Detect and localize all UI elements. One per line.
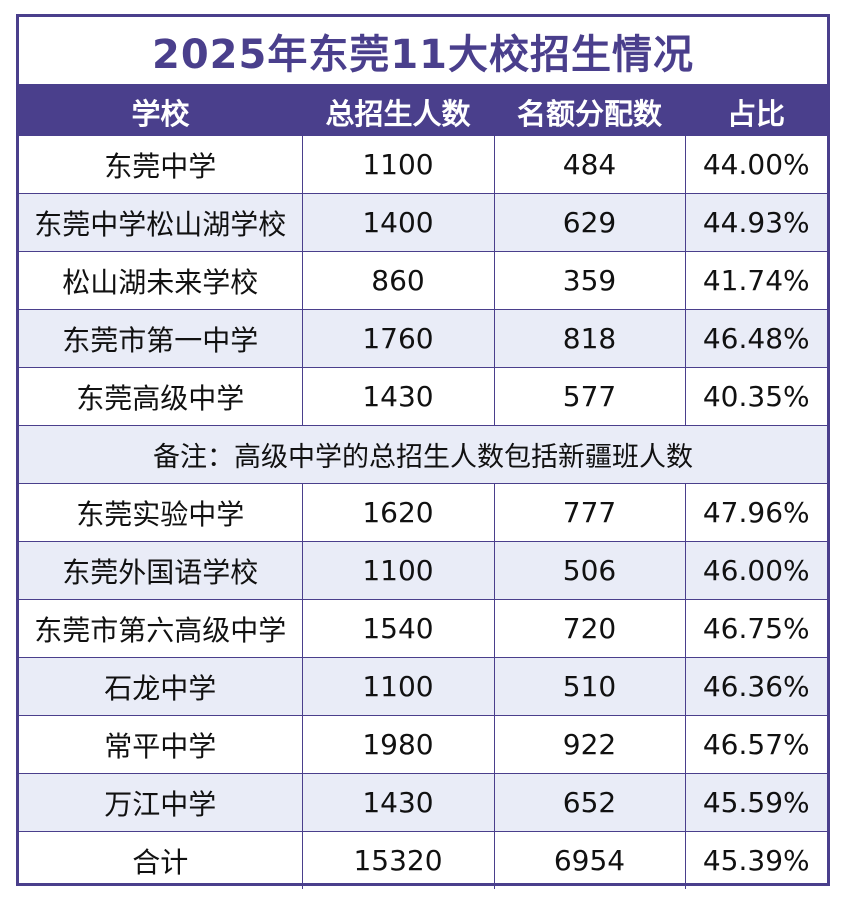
cell-total: 1540 (302, 599, 495, 658)
cell-quota: 629 (494, 193, 686, 252)
cell-ratio: 41.74% (685, 251, 827, 310)
table-title: 2025年东莞11大校招生情况 (19, 17, 827, 87)
cell-quota: 818 (494, 309, 686, 368)
cell-quota: 577 (494, 367, 686, 426)
note-text: 备注：高级中学的总招生人数包括新疆班人数 (19, 425, 827, 484)
cell-quota: 506 (494, 541, 686, 600)
cell-total: 1430 (302, 367, 495, 426)
cell-school: 常平中学 (19, 715, 303, 774)
cell-total: 1430 (302, 773, 495, 832)
header-ratio: 占比 (685, 85, 827, 136)
table-row: 东莞实验中学 1620 777 47.96% (19, 483, 827, 542)
cell-school: 石龙中学 (19, 657, 303, 716)
table-row: 东莞外国语学校 1100 506 46.00% (19, 541, 827, 600)
table-row: 东莞中学 1100 484 44.00% (19, 136, 827, 194)
cell-total: 1100 (302, 136, 495, 194)
cell-ratio: 46.36% (685, 657, 827, 716)
cell-total: 1400 (302, 193, 495, 252)
cell-ratio: 44.00% (685, 136, 827, 194)
table-row: 东莞高级中学 1430 577 40.35% (19, 367, 827, 426)
cell-ratio: 40.35% (685, 367, 827, 426)
cell-total: 1100 (302, 657, 495, 716)
cell-school: 东莞高级中学 (19, 367, 303, 426)
cell-school: 东莞市第一中学 (19, 309, 303, 368)
header-school: 学校 (19, 85, 302, 136)
cell-ratio: 46.75% (685, 599, 827, 658)
cell-quota: 484 (494, 136, 686, 194)
cell-quota: 922 (494, 715, 686, 774)
cell-quota: 652 (494, 773, 686, 832)
table-row: 万江中学 1430 652 45.59% (19, 773, 827, 832)
cell-ratio: 47.96% (685, 483, 827, 542)
cell-ratio: 45.59% (685, 773, 827, 832)
enrollment-table: 2025年东莞11大校招生情况 学校 总招生人数 名额分配数 占比 东莞中学 1… (19, 17, 827, 889)
cell-total: 1100 (302, 541, 495, 600)
table-row: 松山湖未来学校 860 359 41.74% (19, 251, 827, 310)
table-row: 石龙中学 1100 510 46.36% (19, 657, 827, 716)
table-row: 东莞市第一中学 1760 818 46.48% (19, 309, 827, 368)
header-total: 总招生人数 (302, 85, 494, 136)
enrollment-table-frame: 2025年东莞11大校招生情况 学校 总招生人数 名额分配数 占比 东莞中学 1… (16, 14, 830, 889)
cell-ratio: 46.00% (685, 541, 827, 600)
cell-quota: 777 (494, 483, 686, 542)
cell-school: 东莞中学松山湖学校 (19, 193, 303, 252)
cell-school: 松山湖未来学校 (19, 251, 303, 310)
total-row: 合计 15320 6954 45.39% (19, 831, 827, 889)
table-row: 东莞中学松山湖学校 1400 629 44.93% (19, 193, 827, 252)
cell-total-sum: 15320 (302, 831, 495, 889)
cell-total: 860 (302, 251, 495, 310)
header-row: 学校 总招生人数 名额分配数 占比 (19, 85, 827, 136)
cell-total-label: 合计 (19, 831, 303, 889)
cell-quota: 510 (494, 657, 686, 716)
header-quota: 名额分配数 (494, 85, 685, 136)
cell-school: 万江中学 (19, 773, 303, 832)
cell-ratio: 46.48% (685, 309, 827, 368)
cell-ratio-overall: 45.39% (702, 844, 810, 877)
cell-ratio: 44.93% (685, 193, 827, 252)
cell-school: 东莞外国语学校 (19, 541, 303, 600)
table-row: 常平中学 1980 922 46.57% (19, 715, 827, 774)
note-row: 备注：高级中学的总招生人数包括新疆班人数 (19, 425, 827, 484)
table-row: 东莞市第六高级中学 1540 720 46.75% (19, 599, 827, 658)
cell-total: 1620 (302, 483, 495, 542)
cell-ratio: 46.57% (685, 715, 827, 774)
cell-total: 1980 (302, 715, 495, 774)
cell-total: 1760 (302, 309, 495, 368)
cell-quota: 359 (494, 251, 686, 310)
cell-quota: 720 (494, 599, 686, 658)
cell-school: 东莞中学 (19, 136, 303, 194)
cell-school: 东莞市第六高级中学 (19, 599, 303, 658)
cell-school: 东莞实验中学 (19, 483, 303, 542)
cell-quota-sum: 6954 (494, 831, 686, 889)
